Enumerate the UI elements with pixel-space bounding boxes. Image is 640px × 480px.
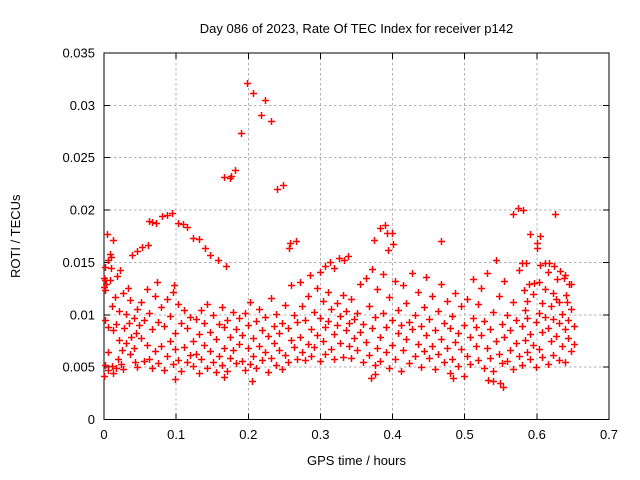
x-tick-label: 0 (100, 427, 107, 442)
y-tick-label: 0.02 (70, 203, 95, 218)
data-points (101, 80, 578, 391)
chart-title: Day 086 of 2023, Rate Of TEC Index for r… (200, 21, 513, 36)
axis-ticks (103, 52, 610, 420)
x-tick-label: 0.5 (456, 427, 474, 442)
x-tick-label: 0.3 (311, 427, 329, 442)
x-tick-label: 0.7 (600, 427, 618, 442)
x-tick-label: 0.6 (528, 427, 546, 442)
grid-lines (104, 53, 609, 420)
x-tick-label: 0.4 (384, 427, 402, 442)
x-axis-label: GPS time / hours (307, 453, 406, 468)
x-tick-label: 0.1 (167, 427, 185, 442)
axis-tick-labels: 0 0.1 0.2 0.3 0.4 0.5 0.6 0.7 0 0.005 0.01 0.015 0.0… (62, 46, 618, 443)
y-tick-label: 0.015 (62, 255, 95, 270)
x-tick-label: 0.2 (239, 427, 257, 442)
y-tick-label: 0.025 (62, 150, 95, 165)
y-tick-label: 0.01 (70, 307, 95, 322)
y-axis-label: ROTI / TECUs (8, 194, 23, 278)
y-tick-label: 0.03 (70, 98, 95, 113)
plot-border (103, 52, 610, 420)
y-tick-label: 0 (88, 412, 95, 427)
y-tick-label: 0.035 (62, 46, 95, 61)
y-tick-label: 0.005 (62, 360, 95, 375)
